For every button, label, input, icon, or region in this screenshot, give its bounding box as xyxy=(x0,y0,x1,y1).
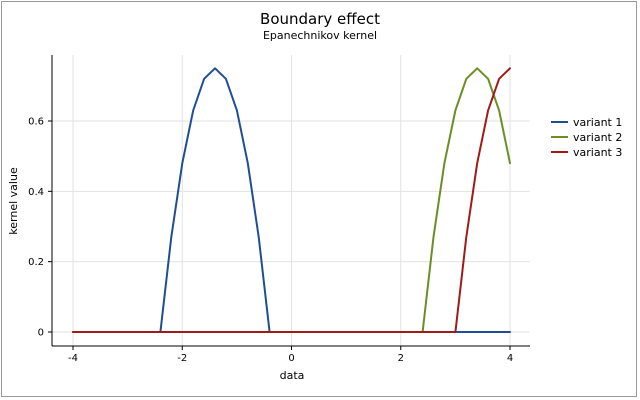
axes: -4 -2 0 2 4 0 0.2 0.4 0.6 xyxy=(28,55,530,364)
legend-label-3: variant 3 xyxy=(573,146,622,159)
x-tick-label: -2 xyxy=(177,353,187,364)
legend-label-1: variant 1 xyxy=(573,116,622,129)
y-tick-label: 0.6 xyxy=(28,117,44,128)
series-line-3 xyxy=(72,67,511,333)
series-lines xyxy=(72,67,511,333)
y-tick-label: 0.4 xyxy=(28,187,44,198)
x-axis-label: data xyxy=(280,369,305,382)
legend-label-2: variant 2 xyxy=(573,131,622,144)
y-axis-label: kernel value xyxy=(7,167,20,235)
x-tick-label: 2 xyxy=(398,353,404,364)
x-tick-label: 4 xyxy=(507,353,513,364)
y-tick-label: 0 xyxy=(38,328,44,339)
chart-title: Boundary effect xyxy=(260,10,380,28)
chart-subtitle: Epanechnikov kernel xyxy=(263,29,377,42)
x-tick-label: -4 xyxy=(68,353,78,364)
legend: variant 1 variant 2 variant 3 xyxy=(551,116,622,159)
y-tick-label: 0.2 xyxy=(28,257,44,268)
x-tick-label: 0 xyxy=(288,353,294,364)
